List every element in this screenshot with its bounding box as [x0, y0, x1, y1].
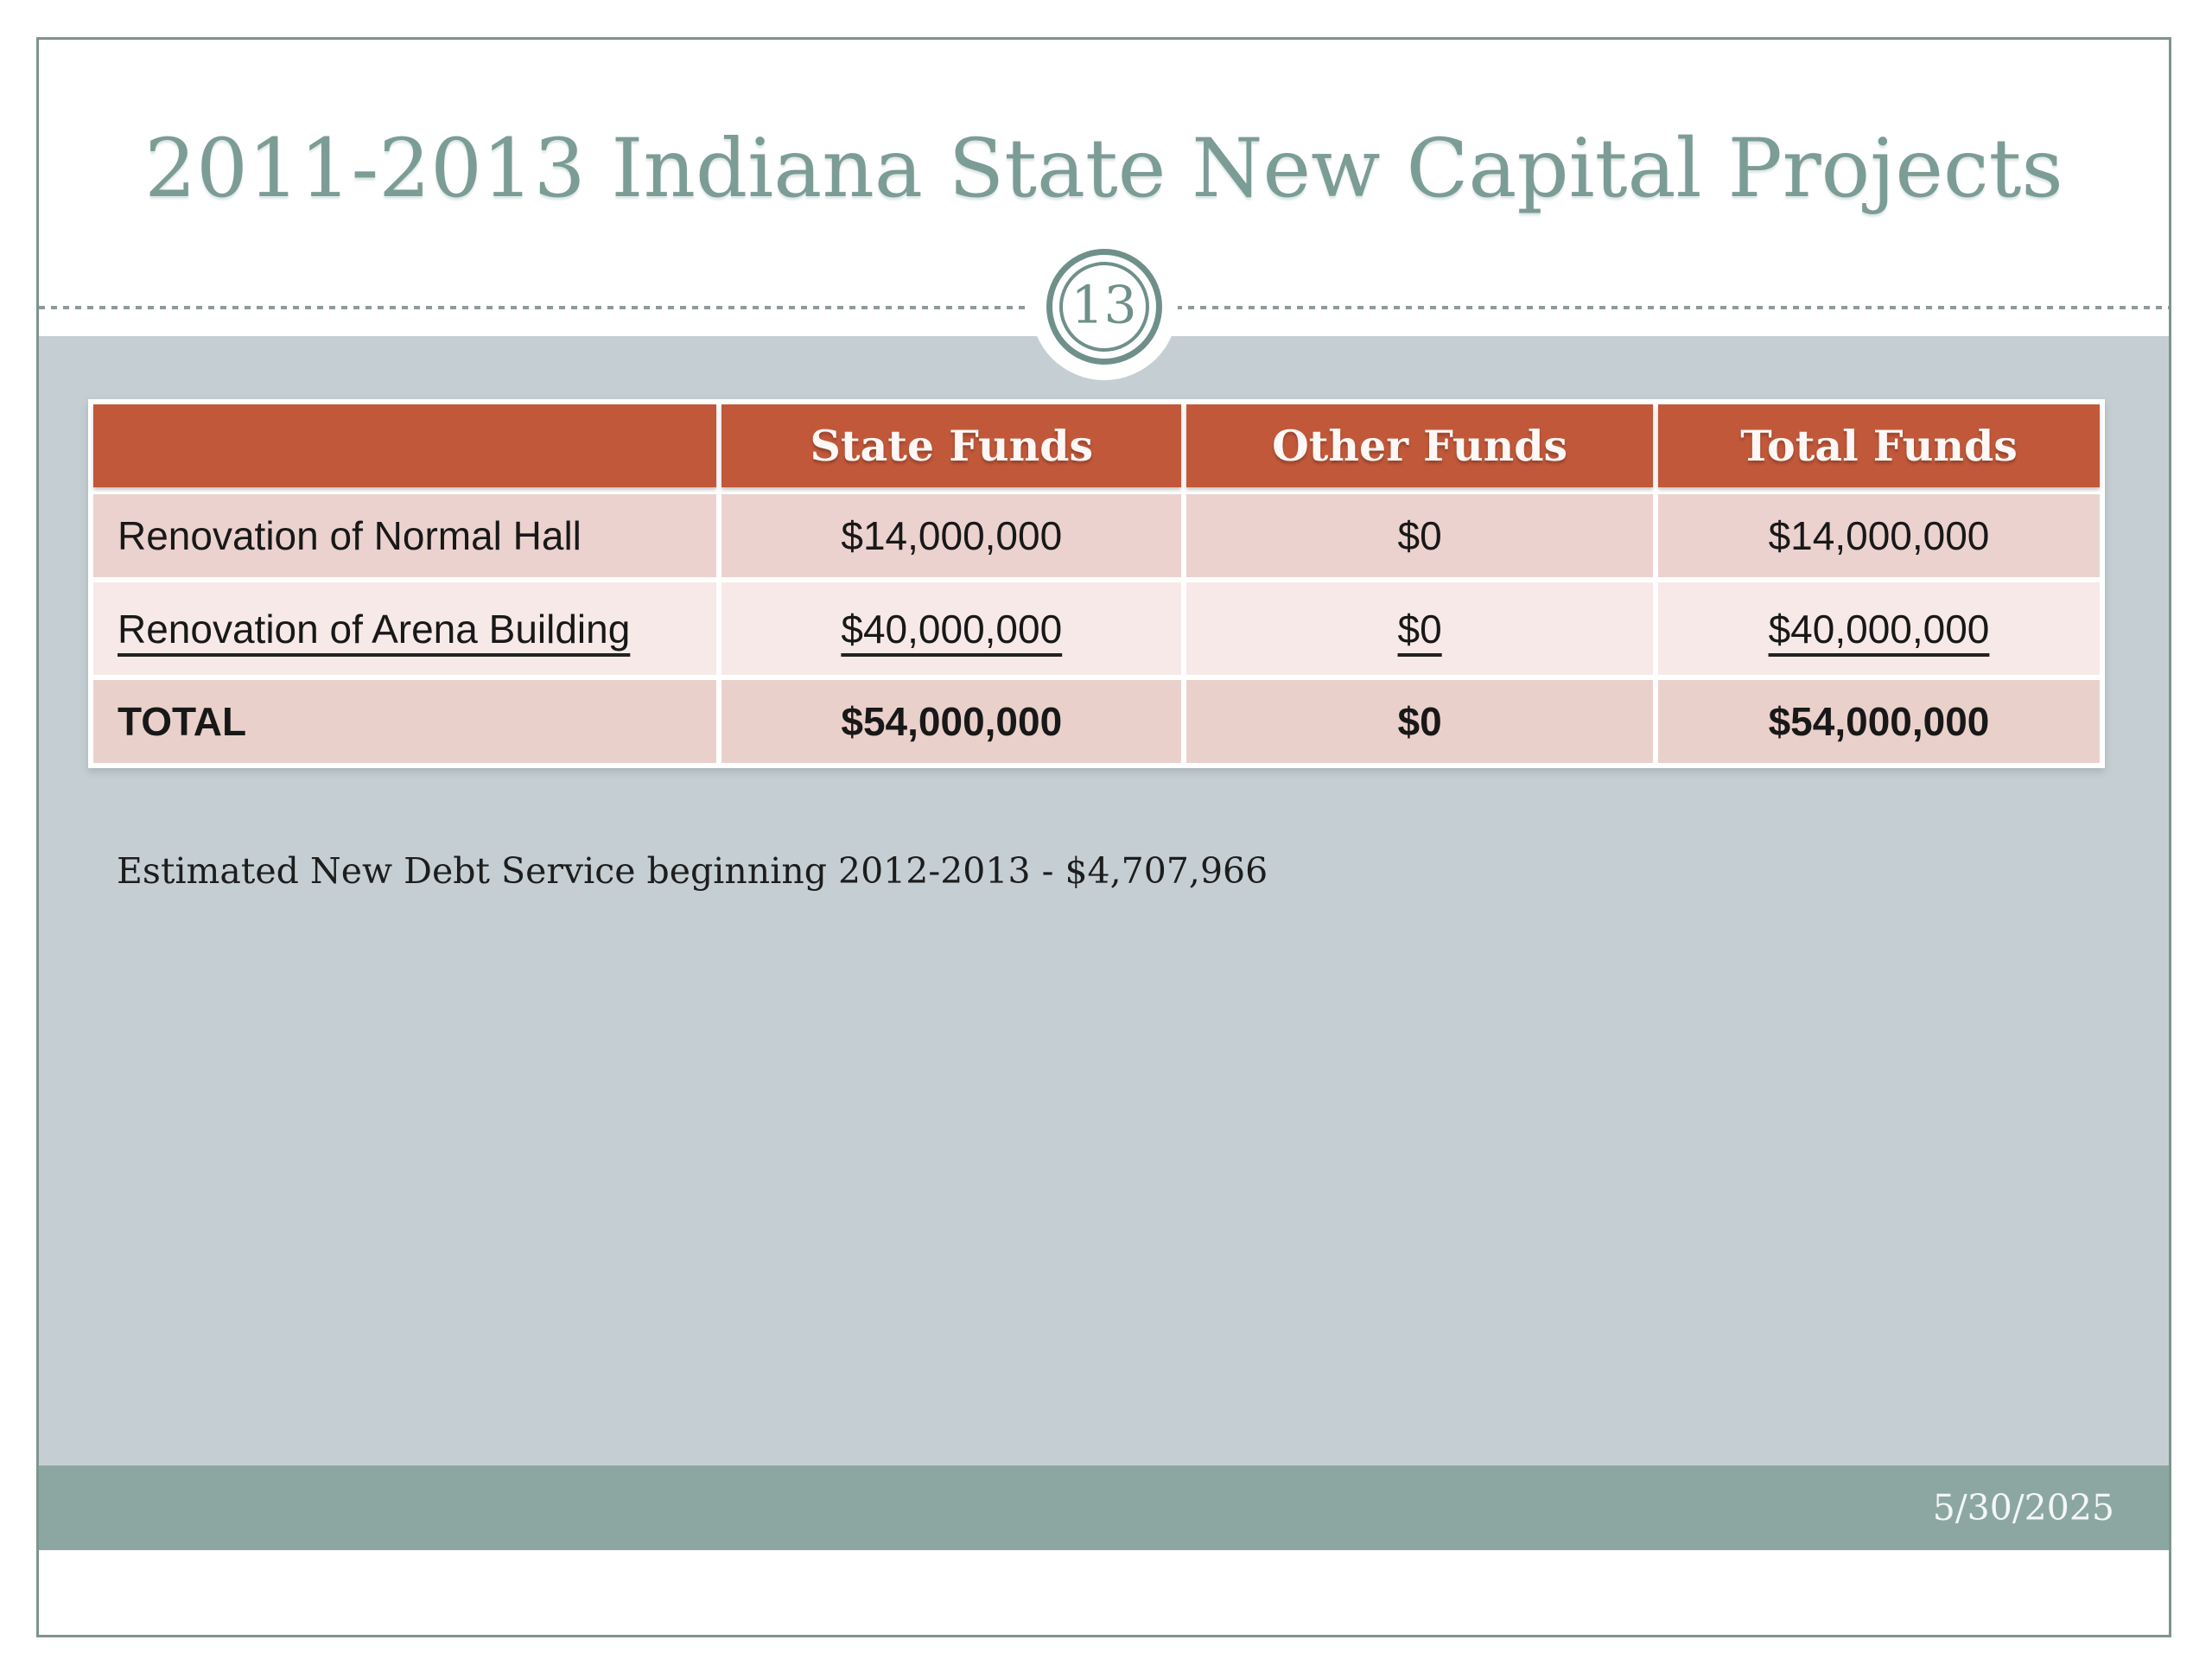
row-label-arena-building: Renovation of Arena Building: [93, 582, 717, 675]
badge-outer-ring: [1046, 249, 1162, 365]
column-header-other-funds: Other Funds: [1186, 404, 1653, 487]
table-body: Renovation of Normal Hall $14,000,000 $0…: [93, 494, 2100, 763]
column-header-blank: [93, 404, 717, 487]
cell-arena-state: $40,000,000: [721, 582, 1182, 675]
cell-total-other: $0: [1186, 680, 1653, 763]
page-number: 13: [1071, 275, 1137, 336]
slide-title: 2011-2013 Indiana State New Capital Proj…: [144, 122, 2063, 216]
slide: 2011-2013 Indiana State New Capital Proj…: [36, 37, 2171, 1637]
row-label-normal-hall: Renovation of Normal Hall: [93, 494, 717, 577]
funding-table: State Funds Other Funds Total Funds Reno…: [88, 399, 2105, 768]
badge-inner-ring: [1058, 262, 1149, 352]
table-header-row: State Funds Other Funds Total Funds: [93, 404, 2100, 487]
column-header-state-funds: State Funds: [721, 404, 1182, 487]
cell-arena-other: $0: [1186, 582, 1653, 675]
column-header-total-funds: Total Funds: [1657, 404, 2100, 487]
row-label-total: TOTAL: [93, 680, 717, 763]
footer-bar: 5/30/2025: [39, 1465, 2169, 1550]
cell-total-state: $54,000,000: [721, 680, 1182, 763]
cell-total-total: $54,000,000: [1657, 680, 2100, 763]
footer-date: 5/30/2025: [1932, 1487, 2114, 1529]
cell-normal-hall-other: $0: [1186, 494, 1653, 577]
cell-normal-hall-total: $14,000,000: [1657, 494, 2100, 577]
cell-arena-total: $40,000,000: [1657, 582, 2100, 675]
cell-normal-hall-state: $14,000,000: [721, 494, 1182, 577]
content-area: State Funds Other Funds Total Funds Reno…: [39, 336, 2169, 1550]
debt-service-note: Estimated New Debt Service beginning 201…: [117, 850, 1268, 892]
page-number-badge: 13: [1030, 233, 1178, 380]
